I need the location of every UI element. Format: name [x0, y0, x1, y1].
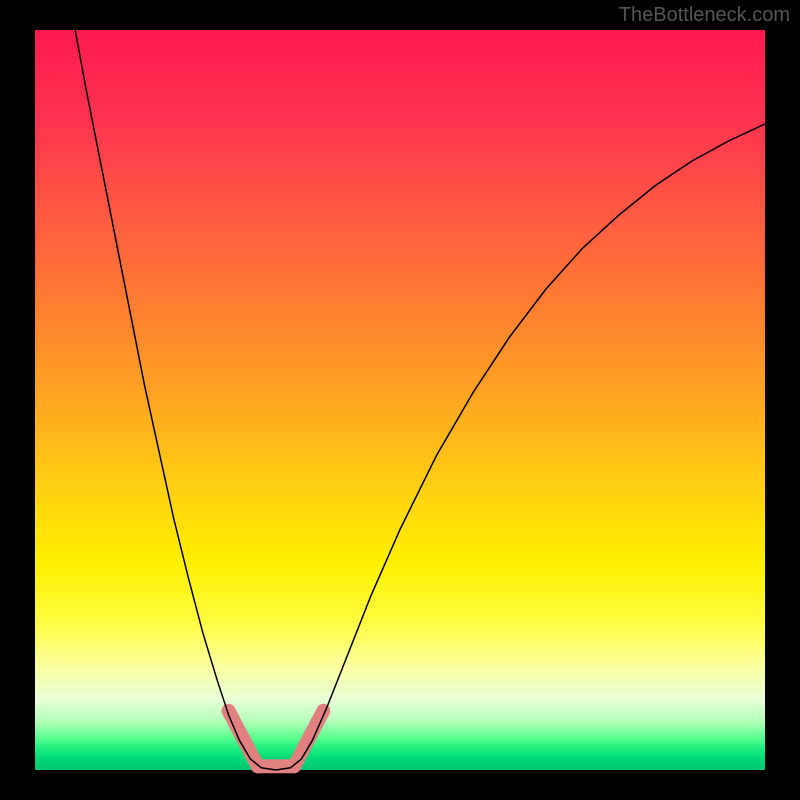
chart-container: TheBottleneck.com	[0, 0, 800, 800]
watermark-text: TheBottleneck.com	[619, 4, 790, 27]
chart-svg	[0, 0, 800, 800]
plot-background	[35, 30, 765, 770]
